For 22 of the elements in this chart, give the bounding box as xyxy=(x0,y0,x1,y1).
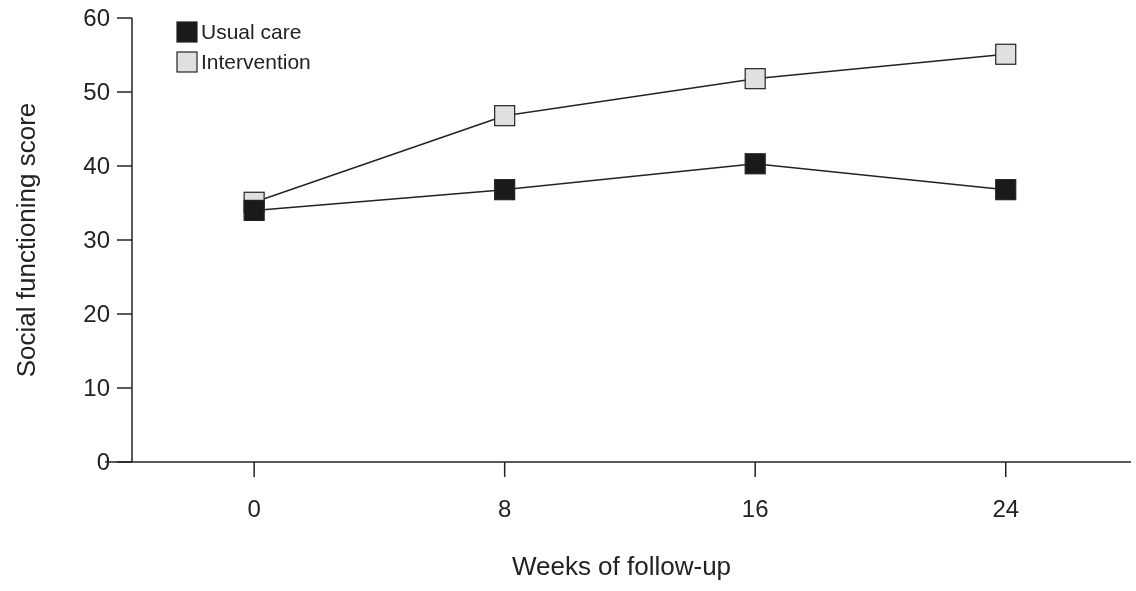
y-tick-label: 10 xyxy=(83,374,110,402)
x-tick-label: 24 xyxy=(992,495,1020,522)
y-tick-label: 30 xyxy=(83,226,110,254)
y-tick-label: 20 xyxy=(83,300,110,328)
x-tick-label: 16 xyxy=(741,495,769,522)
legend-label: Intervention xyxy=(201,50,311,74)
legend-label: Usual care xyxy=(201,20,302,44)
point xyxy=(243,199,265,221)
y-tick-label: 40 xyxy=(83,152,110,180)
y-tick-label: 0 xyxy=(96,448,110,476)
point xyxy=(995,179,1017,201)
x-axis-title: Weeks of follow-up xyxy=(511,551,732,581)
point xyxy=(494,179,516,201)
point xyxy=(744,68,766,90)
y-axis-title: Social functioning score xyxy=(11,102,41,378)
y-tick-label: 50 xyxy=(83,78,110,106)
point xyxy=(744,153,766,175)
y-tick-label: 60 xyxy=(83,4,110,32)
x-tick-label: 8 xyxy=(497,495,512,522)
point xyxy=(494,105,516,127)
point xyxy=(995,43,1017,65)
x-tick-label: 0 xyxy=(247,495,261,522)
